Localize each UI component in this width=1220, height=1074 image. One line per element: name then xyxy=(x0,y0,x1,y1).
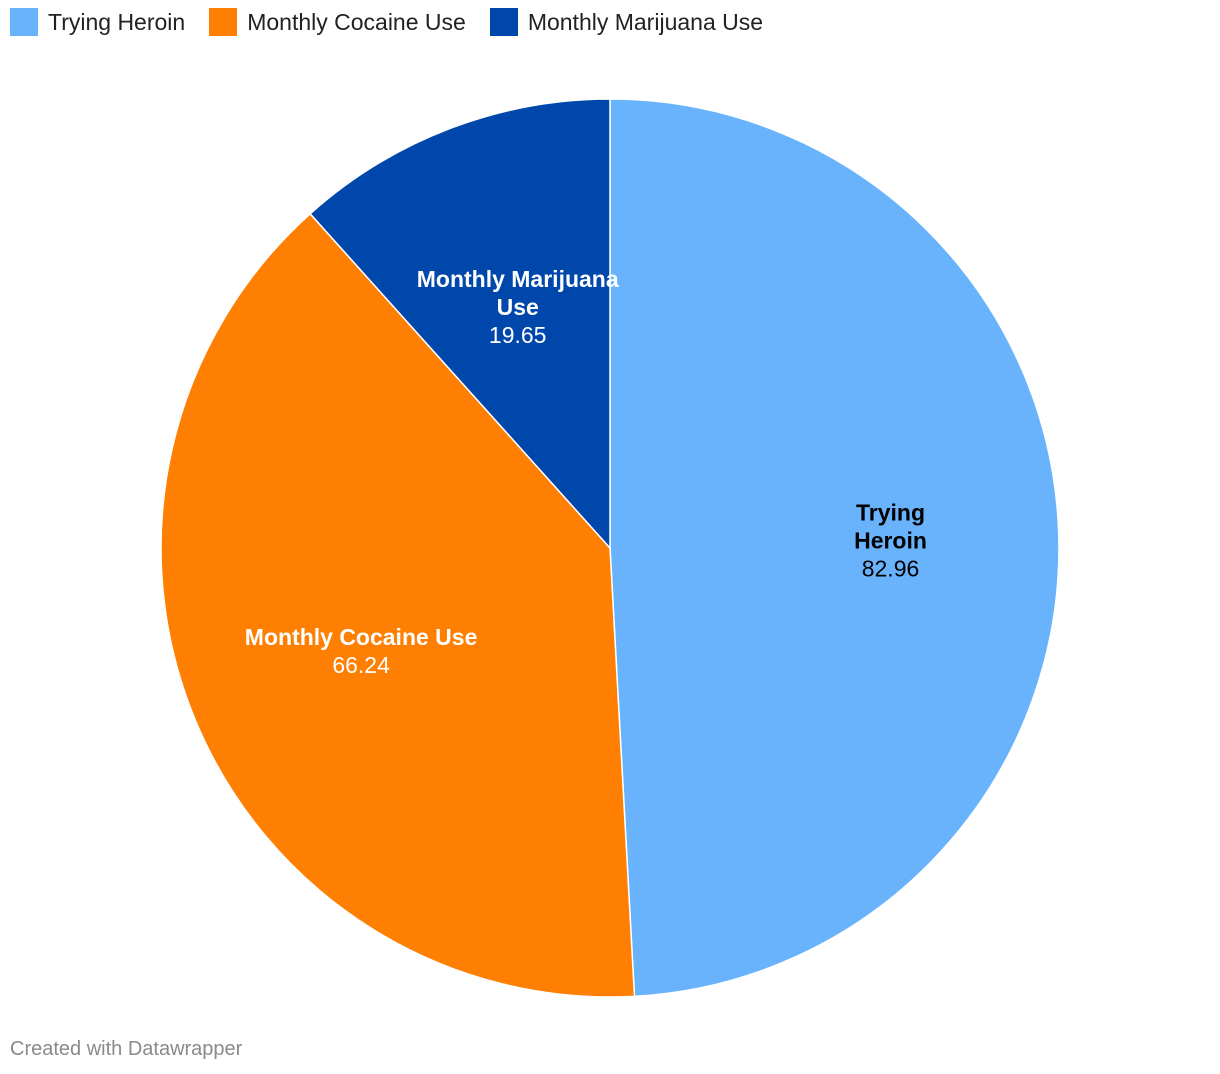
legend-item-monthly-cocaine-use[interactable]: Monthly Cocaine Use xyxy=(209,8,466,36)
legend: Trying Heroin Monthly Cocaine Use Monthl… xyxy=(10,8,787,36)
slice-category-label: Trying xyxy=(856,499,925,525)
legend-label: Monthly Cocaine Use xyxy=(247,8,466,35)
legend-label: Trying Heroin xyxy=(48,8,186,35)
legend-item-trying-heroin[interactable]: Trying Heroin xyxy=(10,8,185,36)
slice-value-label: 19.65 xyxy=(489,322,547,348)
legend-label: Monthly Marijuana Use xyxy=(527,8,764,35)
pie-slice-monthly-marijuana-use[interactable] xyxy=(309,98,611,550)
pie-slice-trying-heroin[interactable] xyxy=(609,98,1060,998)
legend-swatch xyxy=(489,8,518,36)
legend-swatch xyxy=(10,8,38,36)
legend-item-monthly-marijuana-use[interactable]: Monthly Marijuana Use xyxy=(489,8,764,36)
pie-slice-monthly-cocaine-use[interactable] xyxy=(160,212,636,998)
slice-value-label: 82.96 xyxy=(862,555,920,581)
footer-credit: Created with Datawrapper xyxy=(10,1038,243,1060)
slice-value-label: 66.24 xyxy=(332,652,390,678)
slice-category-label: Monthly Cocaine Use xyxy=(245,624,478,650)
slice-category-label: Use xyxy=(497,294,539,320)
slice-category-label: Monthly Marijuana xyxy=(417,266,619,292)
slice-category-label: Heroin xyxy=(854,527,927,553)
legend-swatch xyxy=(209,8,238,36)
